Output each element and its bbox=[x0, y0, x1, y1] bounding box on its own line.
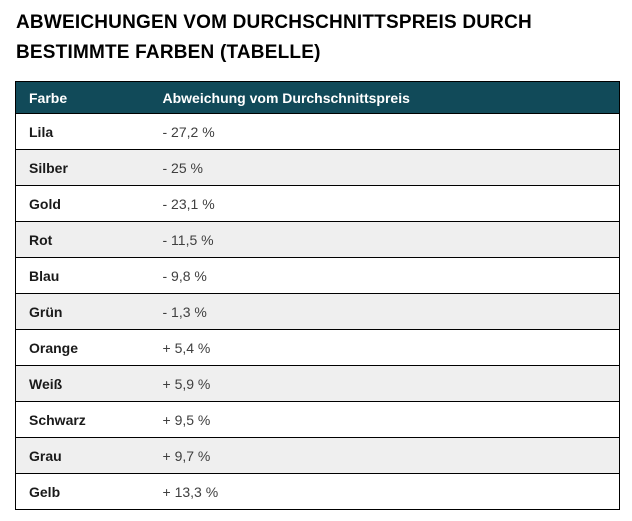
table-row: Gelb + 13,3 % bbox=[15, 473, 620, 510]
price-deviation-table: Farbe Abweichung vom Durchschnittspreis … bbox=[15, 81, 620, 510]
farbe-cell: Grün bbox=[15, 293, 150, 330]
farbe-cell: Gold bbox=[15, 185, 150, 222]
farbe-cell: Grau bbox=[15, 437, 150, 474]
farbe-cell: Schwarz bbox=[15, 401, 150, 438]
abweichung-cell: - 23,1 % bbox=[149, 185, 620, 222]
table-row: Gold - 23,1 % bbox=[15, 185, 620, 222]
farbe-cell: Lila bbox=[15, 113, 150, 150]
abweichung-cell: - 1,3 % bbox=[149, 293, 620, 330]
abweichung-cell: + 5,4 % bbox=[149, 329, 620, 366]
table-row: Grau + 9,7 % bbox=[15, 437, 620, 474]
farbe-cell: Weiß bbox=[15, 365, 150, 402]
table-row: Blau - 9,8 % bbox=[15, 257, 620, 294]
column-header-farbe: Farbe bbox=[15, 81, 150, 114]
column-header-abweichung: Abweichung vom Durchschnittspreis bbox=[149, 81, 620, 114]
abweichung-cell: - 27,2 % bbox=[149, 113, 620, 150]
page-title-line-1: ABWEICHUNGEN VOM DURCHSCHNITTSPREIS DURC… bbox=[16, 12, 532, 33]
table-header: Farbe Abweichung vom Durchschnittspreis bbox=[15, 81, 620, 114]
table-row: Orange + 5,4 % bbox=[15, 329, 620, 366]
farbe-cell: Rot bbox=[15, 221, 150, 258]
table-row: Grün - 1,3 % bbox=[15, 293, 620, 330]
table-row: Lila - 27,2 % bbox=[15, 113, 620, 150]
page-title: ABWEICHUNGEN VOM DURCHSCHNITTSPREIS DURC… bbox=[0, 0, 632, 68]
table-row: Weiß + 5,9 % bbox=[15, 365, 620, 402]
abweichung-cell: + 9,5 % bbox=[149, 401, 620, 438]
abweichung-cell: + 5,9 % bbox=[149, 365, 620, 402]
table-header-row: Farbe Abweichung vom Durchschnittspreis bbox=[15, 81, 620, 114]
abweichung-cell: - 9,8 % bbox=[149, 257, 620, 294]
farbe-cell: Silber bbox=[15, 149, 150, 186]
farbe-cell: Blau bbox=[15, 257, 150, 294]
table-row: Silber - 25 % bbox=[15, 149, 620, 186]
table-row: Rot - 11,5 % bbox=[15, 221, 620, 258]
farbe-cell: Orange bbox=[15, 329, 150, 366]
table-row: Schwarz + 9,5 % bbox=[15, 401, 620, 438]
table-body: Lila - 27,2 % Silber - 25 % Gold - 23,1 … bbox=[15, 113, 620, 510]
abweichung-cell: + 13,3 % bbox=[149, 473, 620, 510]
abweichung-cell: - 25 % bbox=[149, 149, 620, 186]
page-title-line-2: BESTIMMTE FARBEN (TABELLE) bbox=[16, 42, 321, 63]
abweichung-cell: + 9,7 % bbox=[149, 437, 620, 474]
farbe-cell: Gelb bbox=[15, 473, 150, 510]
abweichung-cell: - 11,5 % bbox=[149, 221, 620, 258]
